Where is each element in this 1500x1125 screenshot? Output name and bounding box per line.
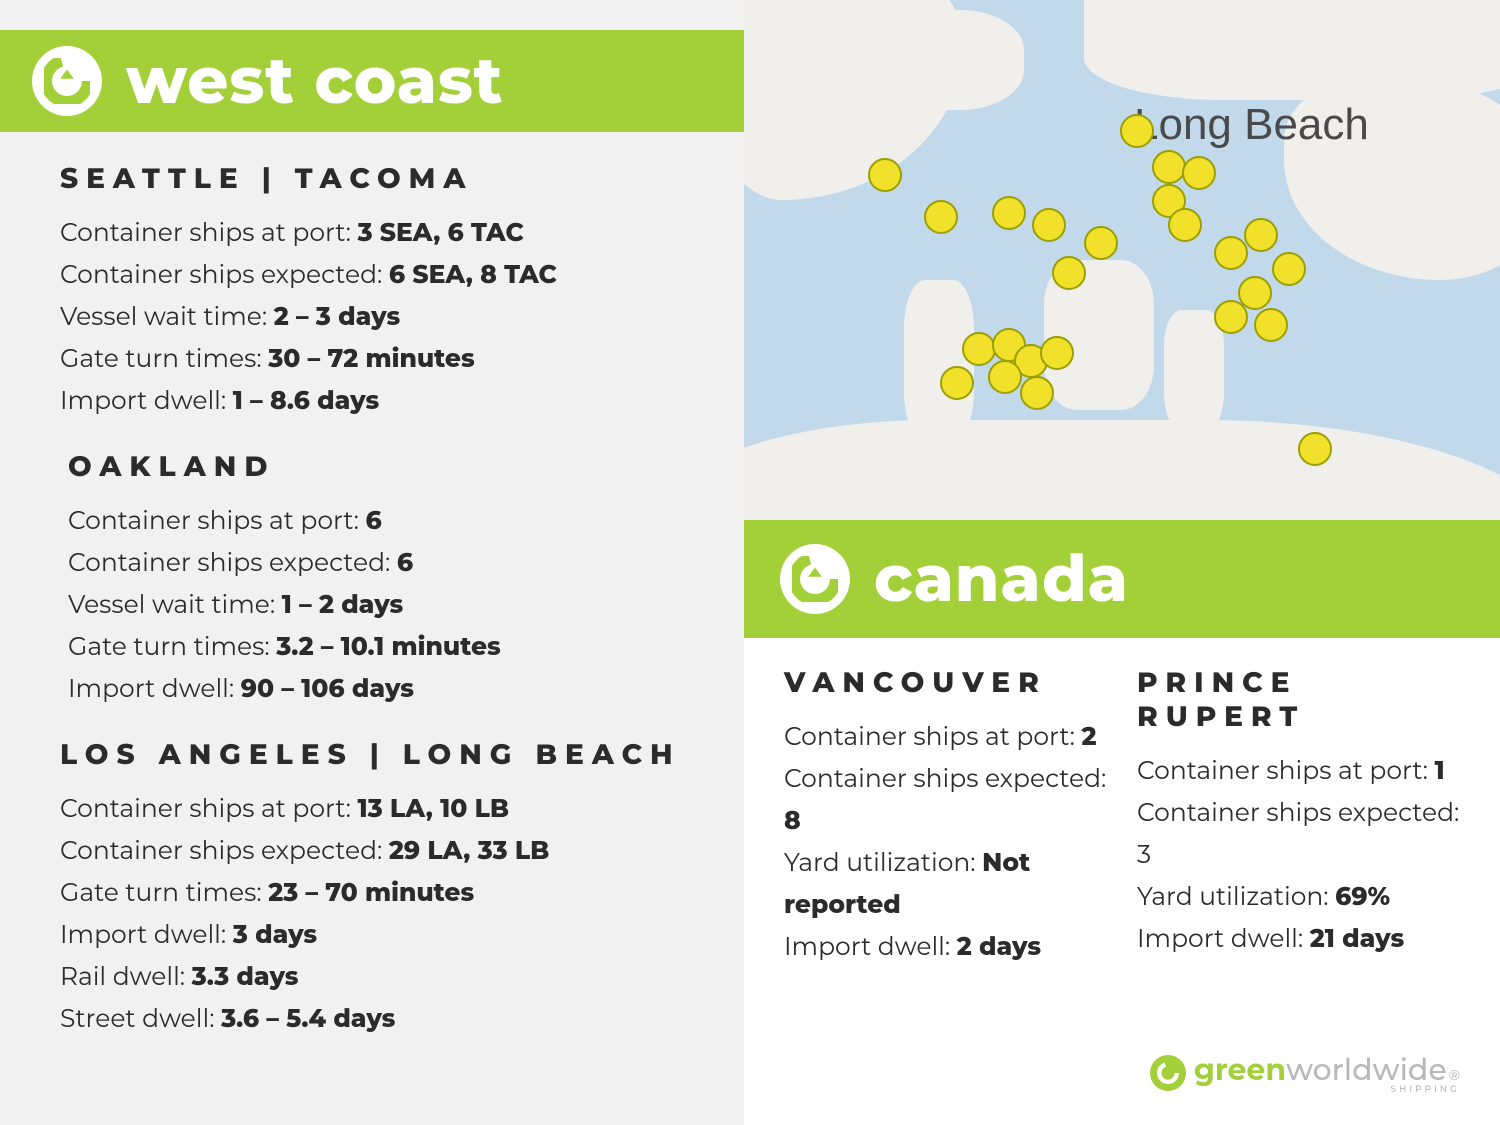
brand-mark-icon [1150, 1055, 1186, 1091]
ship-marker [1214, 236, 1248, 270]
port-prince-rupert: PRINCE RUPERT Container ships at port: 1… [1137, 666, 1460, 968]
ship-marker [1084, 226, 1118, 260]
canada-banner: canada [744, 520, 1500, 638]
metric-line: Container ships expected: 29 LA, 33 LB [60, 830, 704, 872]
west-coast-banner: west coast [0, 30, 744, 132]
port-heading: PRINCE RUPERT [1137, 666, 1460, 734]
canada-title: canada [874, 540, 1129, 618]
metric-line: Import dwell: 3 days [60, 914, 704, 956]
ship-marker [1254, 308, 1288, 342]
metric-line: Import dwell: 2 days [784, 926, 1107, 968]
metric-line: Container ships expected: 6 [68, 542, 704, 584]
ship-marker [988, 360, 1022, 394]
metric-line: Container ships expected: 3 [1137, 792, 1460, 876]
ship-marker [1168, 208, 1202, 242]
ship-marker [1020, 376, 1054, 410]
metric-line: Gate turn times: 23 – 70 minutes [60, 872, 704, 914]
metric-line: Import dwell: 1 – 8.6 days [60, 380, 704, 422]
ship-marker [1152, 150, 1186, 184]
metric-line: Import dwell: 90 – 106 days [68, 668, 704, 710]
ship-marker [1272, 252, 1306, 286]
ship-marker [1298, 432, 1332, 466]
ship-marker [1052, 256, 1086, 290]
metric-line: Yard utilization: 69% [1137, 876, 1460, 918]
metric-line: Gate turn times: 30 – 72 minutes [60, 338, 704, 380]
long-beach-map: Long Beach [744, 0, 1500, 520]
port-la-lb: LOS ANGELES | LONG BEACH Container ships… [60, 738, 704, 1040]
ship-marker [868, 158, 902, 192]
ship-marker [1214, 300, 1248, 334]
metric-line: Container ships at port: 13 LA, 10 LB [60, 788, 704, 830]
brand-icon [780, 544, 850, 614]
ship-marker [1032, 208, 1066, 242]
metric-line: Container ships expected: 8 [784, 758, 1107, 842]
ship-marker [992, 196, 1026, 230]
metric-line: Street dwell: 3.6 – 5.4 days [60, 998, 704, 1040]
brand-icon [32, 46, 102, 116]
ship-marker [1120, 114, 1154, 148]
greenworldwide-logo: greenworldwide® SHIPPING [1150, 1051, 1460, 1095]
metric-line: Container ships at port: 3 SEA, 6 TAC [60, 212, 704, 254]
metric-line: Yard utilization: Not reported [784, 842, 1107, 926]
metric-line: Container ships at port: 2 [784, 716, 1107, 758]
map-label-long-beach: Long Beach [1134, 100, 1369, 150]
ship-marker [940, 366, 974, 400]
metric-line: Vessel wait time: 2 – 3 days [60, 296, 704, 338]
port-heading: SEATTLE | TACOMA [60, 162, 704, 196]
port-heading: LOS ANGELES | LONG BEACH [60, 738, 704, 772]
west-coast-title: west coast [126, 42, 503, 120]
port-oakland: OAKLAND Container ships at port: 6 Conta… [60, 450, 704, 710]
metric-line: Rail dwell: 3.3 days [60, 956, 704, 998]
ship-marker [1244, 218, 1278, 252]
brand-text-worldwide: worldwide [1286, 1051, 1447, 1088]
west-coast-column: west coast SEATTLE | TACOMA Container sh… [0, 0, 744, 1125]
metric-line: Container ships at port: 6 [68, 500, 704, 542]
metric-line: Import dwell: 21 days [1137, 918, 1460, 960]
ship-marker [924, 200, 958, 234]
right-column: Long Beach canada VANCOUVER Container sh… [744, 0, 1500, 1125]
metric-line: Gate turn times: 3.2 – 10.1 minutes [68, 626, 704, 668]
ship-marker [1040, 336, 1074, 370]
brand-text-green: green [1194, 1051, 1286, 1088]
ship-marker [962, 332, 996, 366]
port-vancouver: VANCOUVER Container ships at port: 2 Con… [784, 666, 1107, 968]
metric-line: Container ships at port: 1 [1137, 750, 1460, 792]
registered-mark: ® [1449, 1066, 1460, 1084]
port-heading: OAKLAND [68, 450, 704, 484]
canada-ports: VANCOUVER Container ships at port: 2 Con… [744, 638, 1500, 968]
port-seattle-tacoma: SEATTLE | TACOMA Container ships at port… [60, 162, 704, 422]
metric-line: Container ships expected: 6 SEA, 8 TAC [60, 254, 704, 296]
metric-line: Vessel wait time: 1 – 2 days [68, 584, 704, 626]
ship-marker [1182, 156, 1216, 190]
port-heading: VANCOUVER [784, 666, 1107, 700]
